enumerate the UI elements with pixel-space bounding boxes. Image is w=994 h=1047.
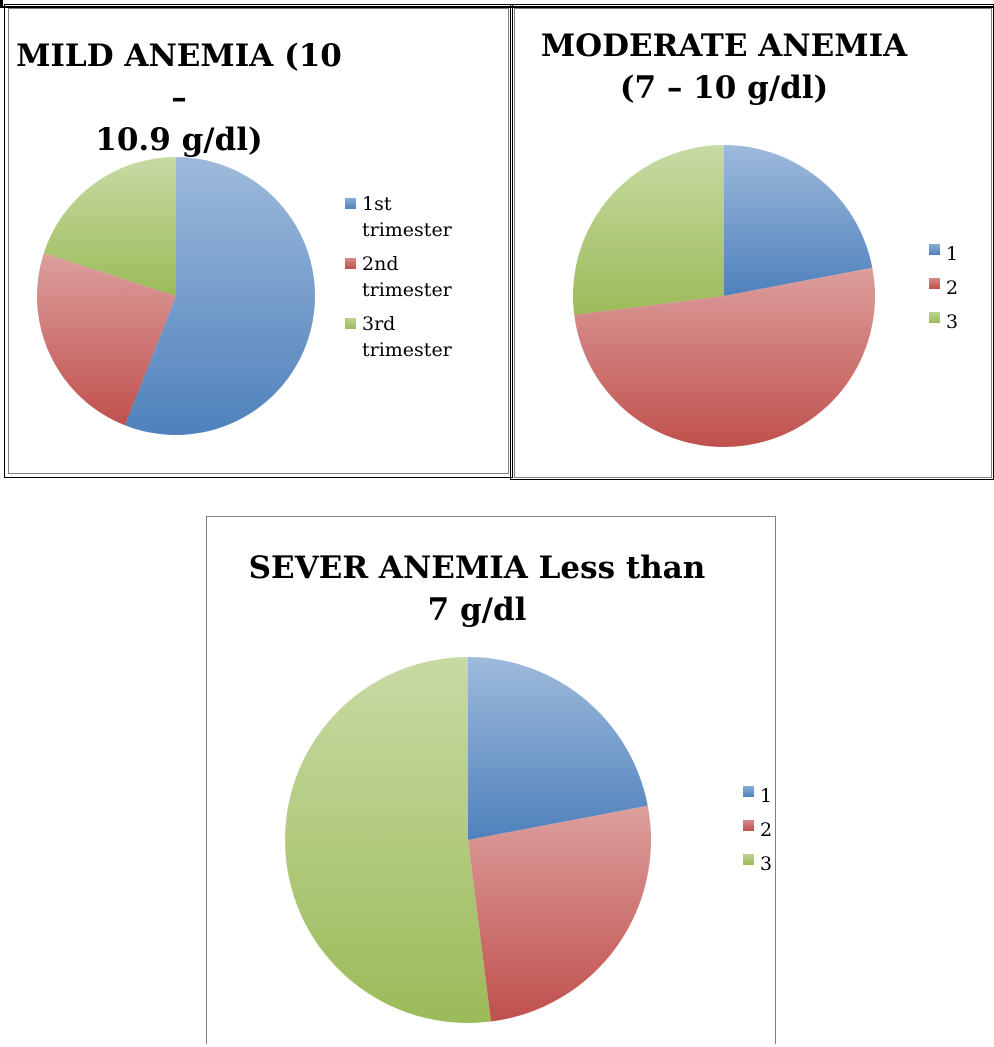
- legend-label: 1: [760, 785, 773, 807]
- chart-legend: 1 2 3: [929, 237, 979, 339]
- legend-label: 1: [946, 243, 959, 265]
- page-top-rule-stub: [0, 0, 3, 6]
- legend-label: 2: [946, 277, 959, 299]
- chart-title-line-2: 10.9 g/dl): [95, 122, 263, 158]
- pie-slice-2: [37, 253, 176, 426]
- pie-slice-3: [284, 657, 491, 1023]
- legend-swatch: [929, 278, 940, 289]
- legend-item-3: 3: [929, 305, 979, 339]
- pie-slice-3: [43, 157, 176, 296]
- legend-label: trimester: [362, 339, 452, 361]
- legend-item-2: 2: [743, 813, 783, 847]
- legend-item-1: 1: [743, 779, 783, 813]
- legend-swatch: [743, 786, 754, 797]
- legend-item-2: 2nd trimester: [345, 251, 475, 303]
- pie-slice-2: [574, 267, 875, 448]
- outer-frame-mild: [4, 4, 513, 478]
- legend-item-3: 3: [743, 847, 783, 881]
- chart-moderate-anemia: MODERATE ANEMIA (7 – 10 g/dl) 1 2 3: [514, 8, 992, 478]
- chart-title-line-1: SEVER ANEMIA Less than: [248, 550, 706, 586]
- legend-item-1: 1st trimester: [345, 191, 475, 243]
- legend-label: 3rd: [362, 313, 396, 335]
- legend-swatch: [345, 258, 356, 269]
- pie-slice-1: [124, 157, 315, 435]
- chart-mild-anemia: MILD ANEMIA (10 – 10.9 g/dl) 1st trimeste…: [8, 8, 509, 474]
- chart-title-line-1: MODERATE ANEMIA: [540, 28, 908, 64]
- legend-item-3: 3rd trimester: [345, 311, 475, 363]
- pie-slice-1: [724, 145, 873, 296]
- legend-label: 2nd: [362, 253, 399, 275]
- legend-swatch: [743, 854, 754, 865]
- chart-title-line-2: (7 – 10 g/dl): [619, 70, 829, 106]
- chart-title: MILD ANEMIA (10 – 10.9 g/dl): [9, 35, 349, 161]
- chart-legend: 1st trimester 2nd trimester 3rd trimester: [345, 191, 475, 371]
- legend-item-2: 2: [929, 271, 979, 305]
- chart-title-line-2: 7 g/dl: [427, 592, 527, 628]
- pie-slice-3: [573, 145, 724, 315]
- legend-item-1: 1: [929, 237, 979, 271]
- legend-label: trimester: [362, 279, 452, 301]
- pie-slice-1: [468, 657, 648, 840]
- legend-swatch: [743, 820, 754, 831]
- legend-swatch: [929, 312, 940, 323]
- chart-title: SEVER ANEMIA Less than 7 g/dl: [207, 547, 747, 631]
- legend-label: trimester: [362, 219, 452, 241]
- chart-severe-anemia: SEVER ANEMIA Less than 7 g/dl 1 2 3: [206, 516, 776, 1044]
- legend-label: 1st: [362, 193, 392, 215]
- legend-swatch: [345, 198, 356, 209]
- chart-title: MODERATE ANEMIA (7 – 10 g/dl): [515, 25, 933, 109]
- chart-legend: 1 2 3: [743, 779, 783, 881]
- legend-label: 2: [760, 819, 773, 841]
- pie-chart: [37, 157, 315, 435]
- legend-swatch: [345, 318, 356, 329]
- legend-label: 3: [760, 853, 773, 875]
- legend-swatch: [929, 244, 940, 255]
- pie-slice-2: [468, 805, 651, 1022]
- chart-title-line-1: MILD ANEMIA (10 –: [16, 38, 342, 116]
- pie-chart: [573, 145, 875, 448]
- pie-chart: [284, 657, 651, 1023]
- legend-label: 3: [946, 311, 959, 333]
